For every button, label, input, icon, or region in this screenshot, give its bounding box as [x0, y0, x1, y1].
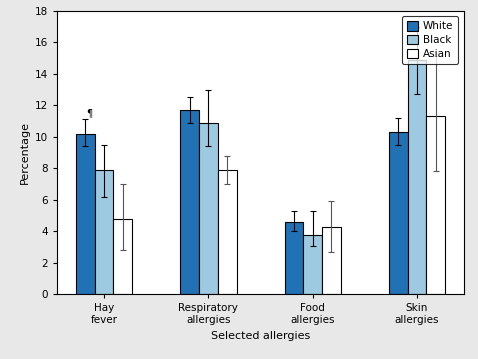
Legend: White, Black, Asian: White, Black, Asian [402, 16, 458, 64]
Bar [180, 110, 199, 294]
Bar [408, 60, 426, 294]
Y-axis label: Percentage: Percentage [20, 121, 30, 184]
Bar [303, 234, 322, 294]
Bar [426, 116, 445, 294]
Bar [322, 227, 341, 294]
Bar [284, 222, 303, 294]
Bar [389, 132, 408, 294]
Bar [76, 134, 95, 294]
Bar [113, 219, 132, 294]
Text: ¶: ¶ [87, 108, 92, 118]
Bar [218, 170, 237, 294]
Bar [95, 170, 113, 294]
X-axis label: Selected allergies: Selected allergies [211, 331, 310, 341]
Bar [199, 123, 218, 294]
